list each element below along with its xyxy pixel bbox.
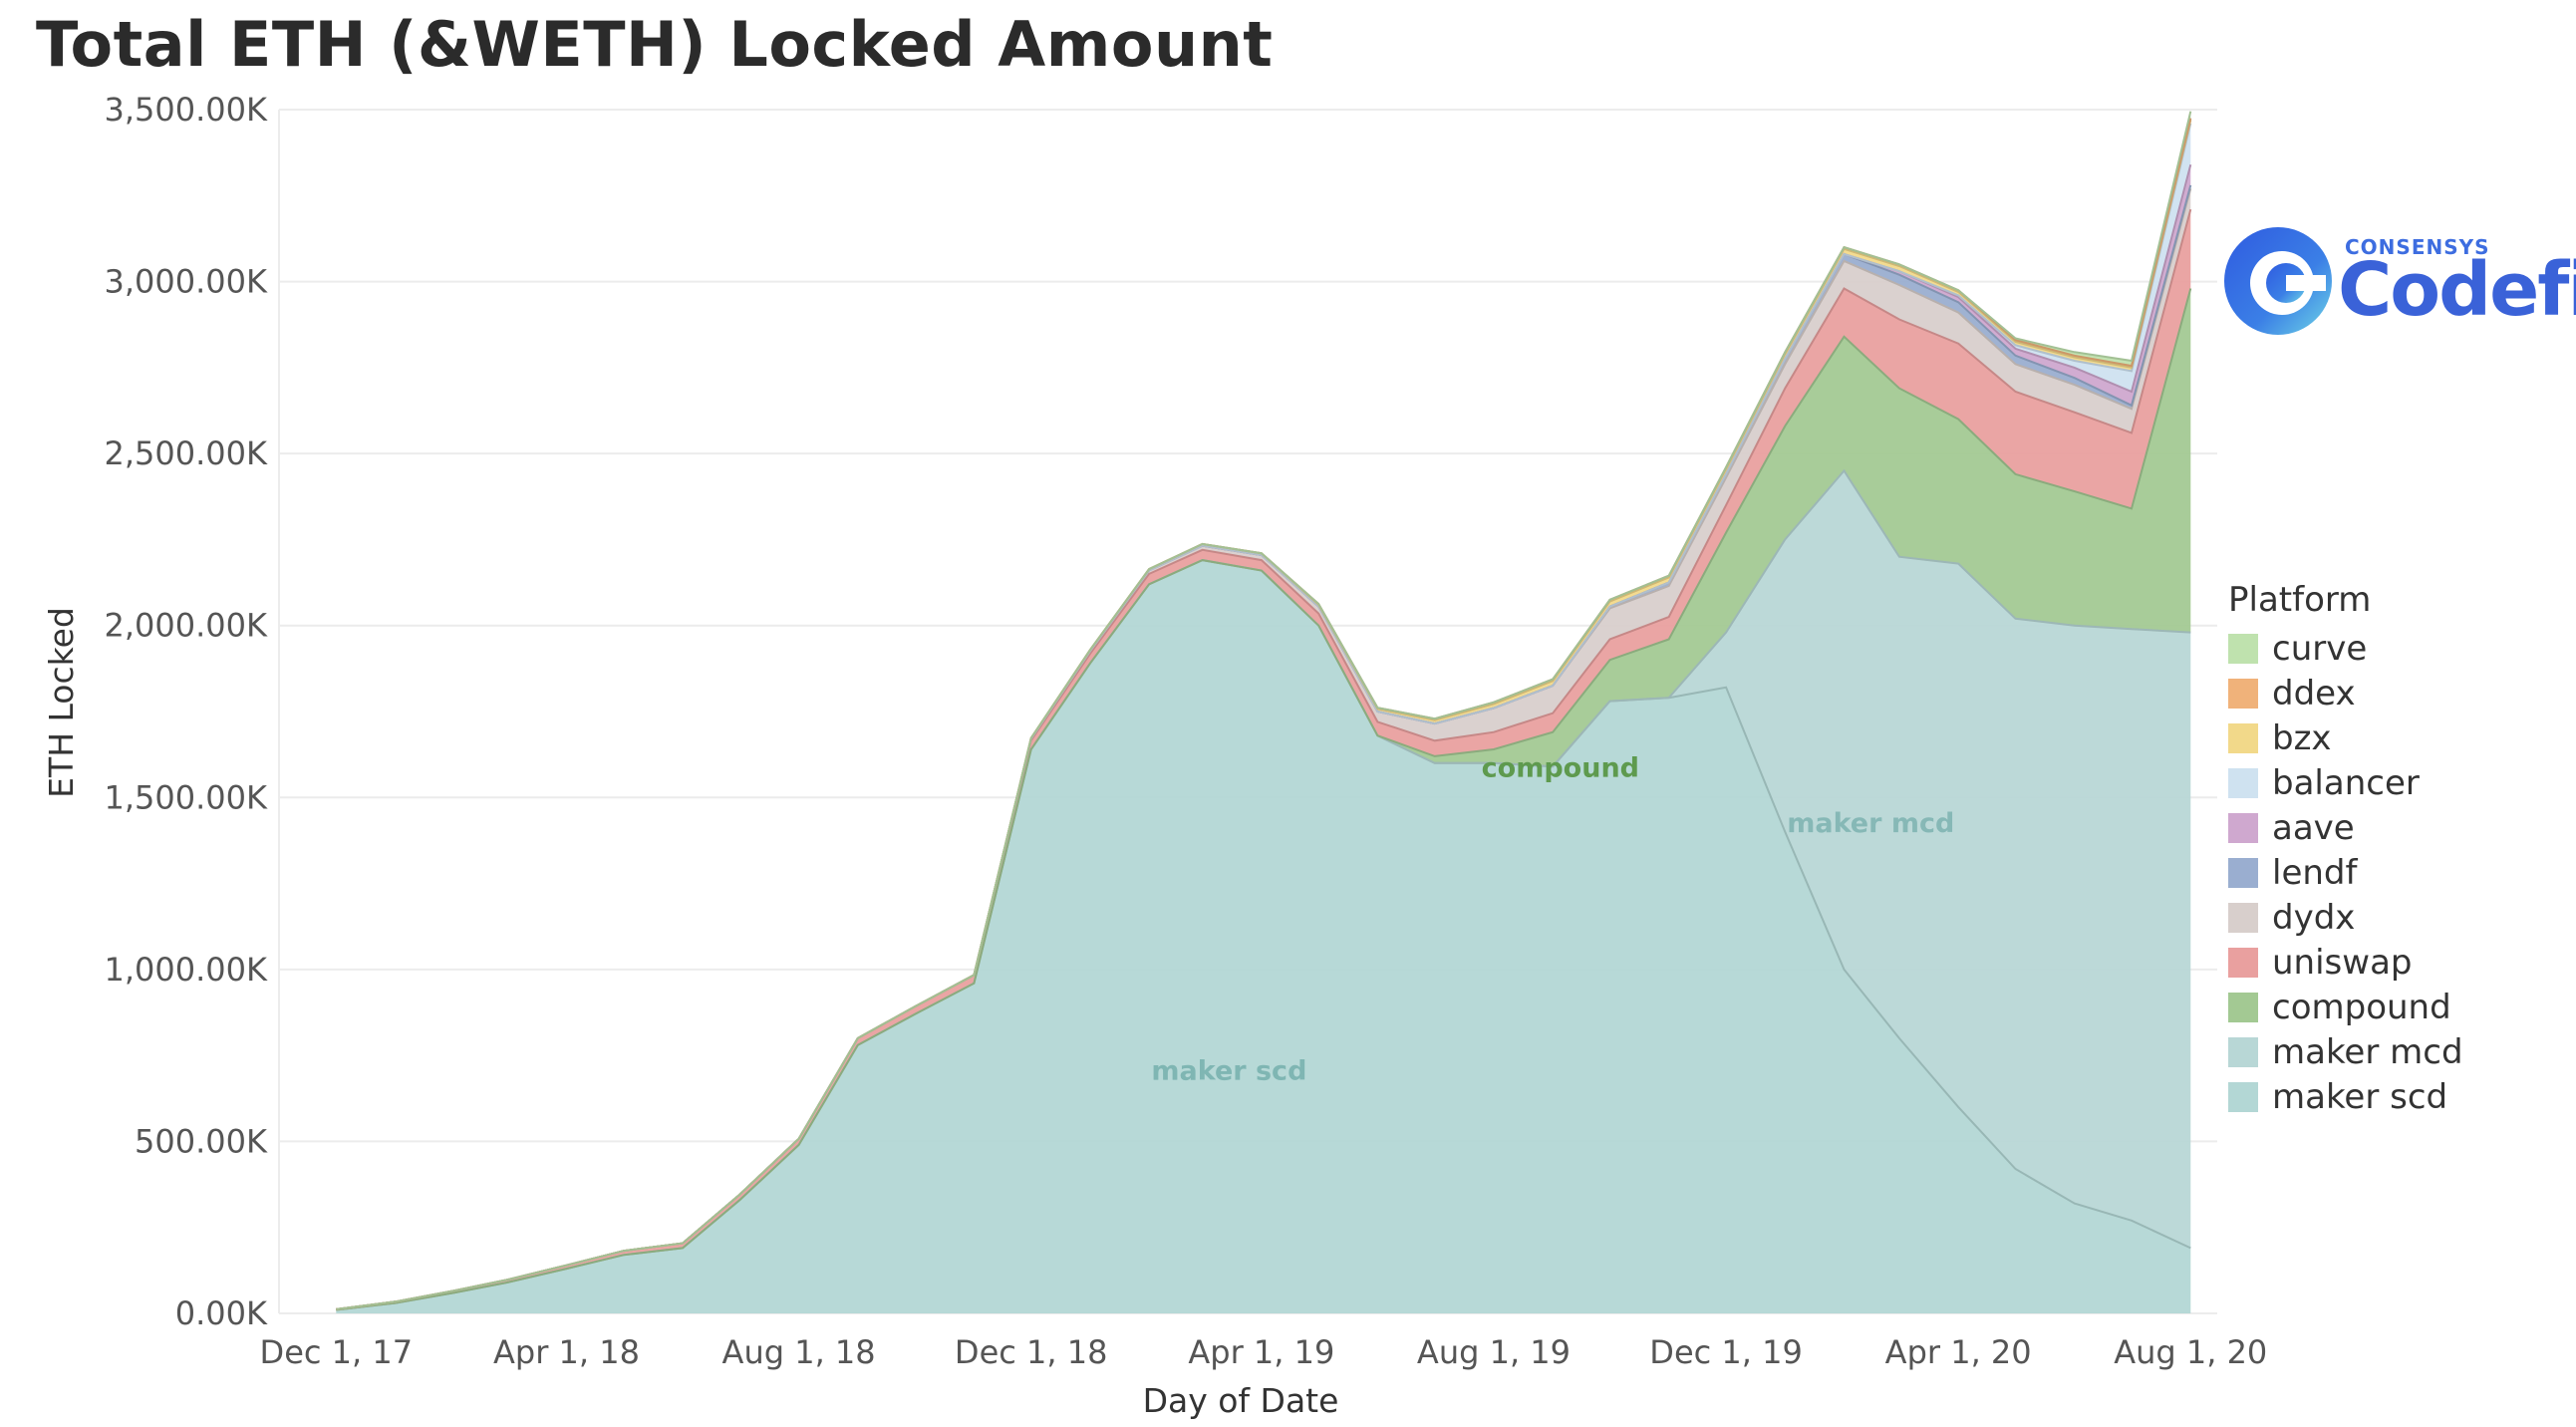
x-tick-label: Aug 1, 18: [722, 1333, 876, 1371]
codefi-logo: CONSENSYS Codefi: [2220, 217, 2576, 347]
legend-swatch: [2228, 722, 2258, 753]
line-compound: [336, 288, 2192, 1311]
area-layer: [336, 111, 2191, 1313]
logo-brand-text: CONSENSYS: [2345, 235, 2490, 259]
y-axis-ticks: 0.00K 500.00K 1,000.00K 1,500.00K 2,000.00K 2…: [105, 91, 269, 1332]
x-tick-label: Dec 1, 17: [260, 1333, 414, 1371]
area-maker-mcd: [336, 470, 2191, 1310]
legend-item-aave[interactable]: aave: [2228, 805, 2463, 850]
area-labels: maker scd compound maker mcd: [1151, 753, 1954, 1087]
x-axis-title: Day of Date: [1143, 1381, 1339, 1420]
legend-swatch: [2228, 1081, 2258, 1112]
legend-swatch: [2228, 633, 2258, 664]
area-maker-scd: [336, 560, 2191, 1313]
area-label-maker-scd: maker scd: [1151, 1055, 1306, 1086]
codefi-logo-icon: [2224, 227, 2332, 335]
y-tick-label: 0.00K: [175, 1294, 268, 1332]
series-outlines: [336, 111, 2192, 1311]
legend-item-compound[interactable]: compound: [2228, 985, 2463, 1029]
legend-swatch: [2228, 947, 2258, 978]
legend-item-maker-mcd[interactable]: maker mcd: [2228, 1029, 2463, 1074]
legend-swatch: [2228, 1036, 2258, 1067]
legend-item-ddex[interactable]: ddex: [2228, 671, 2463, 715]
legend-swatch: [2228, 767, 2258, 798]
legend-swatch: [2228, 992, 2258, 1022]
x-axis-ticks: Dec 1, 17 Apr 1, 18 Aug 1, 18 Dec 1, 18 Apr …: [260, 1333, 2268, 1371]
legend-swatch: [2228, 678, 2258, 709]
legend-item-uniswap[interactable]: uniswap: [2228, 940, 2463, 985]
legend-label: dydx: [2272, 897, 2356, 938]
y-tick-label: 3,500.00K: [105, 91, 269, 129]
x-tick-label: Aug 1, 19: [1417, 1333, 1571, 1371]
legend-item-maker-scd[interactable]: maker scd: [2228, 1074, 2463, 1119]
legend-title: Platform: [2228, 580, 2372, 620]
legend-label: lendf: [2272, 852, 2358, 893]
y-tick-label: 500.00K: [135, 1122, 268, 1160]
legend-label: aave: [2272, 807, 2355, 848]
legend-label: balancer: [2272, 762, 2420, 803]
y-tick-label: 1,000.00K: [105, 951, 269, 989]
legend-swatch: [2228, 812, 2258, 843]
y-tick-label: 3,000.00K: [105, 263, 269, 301]
x-tick-label: Aug 1, 20: [2114, 1333, 2267, 1371]
y-axis-title: ETH Locked: [42, 607, 81, 798]
y-tick-label: 1,500.00K: [105, 778, 269, 816]
legend-item-dydx[interactable]: dydx: [2228, 895, 2463, 940]
y-tick-label: 2,500.00K: [105, 434, 269, 472]
x-tick-label: Apr 1, 19: [1188, 1333, 1334, 1371]
area-compound: [336, 288, 2191, 1310]
area-label-maker-mcd: maker mcd: [1787, 808, 1954, 839]
legend-swatch: [2228, 857, 2258, 888]
legend-label: compound: [2272, 987, 2451, 1027]
x-tick-label: Dec 1, 18: [955, 1333, 1108, 1371]
y-tick-label: 2,000.00K: [105, 607, 269, 645]
legend-item-lendf[interactable]: lendf: [2228, 850, 2463, 895]
legend-label: uniswap: [2272, 942, 2413, 983]
legend-label: bzx: [2272, 717, 2332, 758]
legend-label: maker scd: [2272, 1076, 2448, 1117]
logo-product-name: Codefi: [2338, 247, 2576, 333]
legend-label: maker mcd: [2272, 1031, 2463, 1072]
chart-title: Total ETH (&WETH) Locked Amount: [36, 8, 1274, 81]
legend-items: curve ddex bzx balancer aave lendf dydx uniswap…: [2228, 626, 2463, 1119]
area-label-compound: compound: [1482, 753, 1639, 784]
legend: Platform curve ddex bzx balancer aave lendf dy…: [2228, 580, 2463, 1119]
x-tick-label: Dec 1, 19: [1649, 1333, 1803, 1371]
legend-item-curve[interactable]: curve: [2228, 626, 2463, 671]
line-curve: [336, 111, 2192, 1310]
legend-swatch: [2228, 902, 2258, 933]
legend-item-bzx[interactable]: bzx: [2228, 715, 2463, 760]
x-tick-label: Apr 1, 20: [1885, 1333, 2032, 1371]
legend-item-balancer[interactable]: balancer: [2228, 760, 2463, 805]
x-tick-label: Apr 1, 18: [493, 1333, 640, 1371]
legend-label: curve: [2272, 628, 2368, 669]
legend-label: ddex: [2272, 673, 2356, 714]
